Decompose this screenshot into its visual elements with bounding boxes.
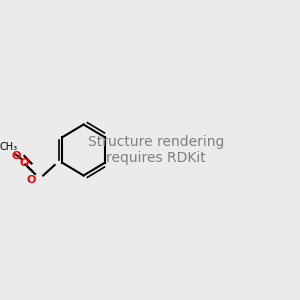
Text: O: O: [11, 151, 20, 161]
Text: O: O: [20, 158, 29, 169]
Text: CH₃: CH₃: [0, 142, 18, 152]
Text: O: O: [27, 175, 36, 185]
Text: Structure rendering
requires RDKit: Structure rendering requires RDKit: [88, 135, 224, 165]
